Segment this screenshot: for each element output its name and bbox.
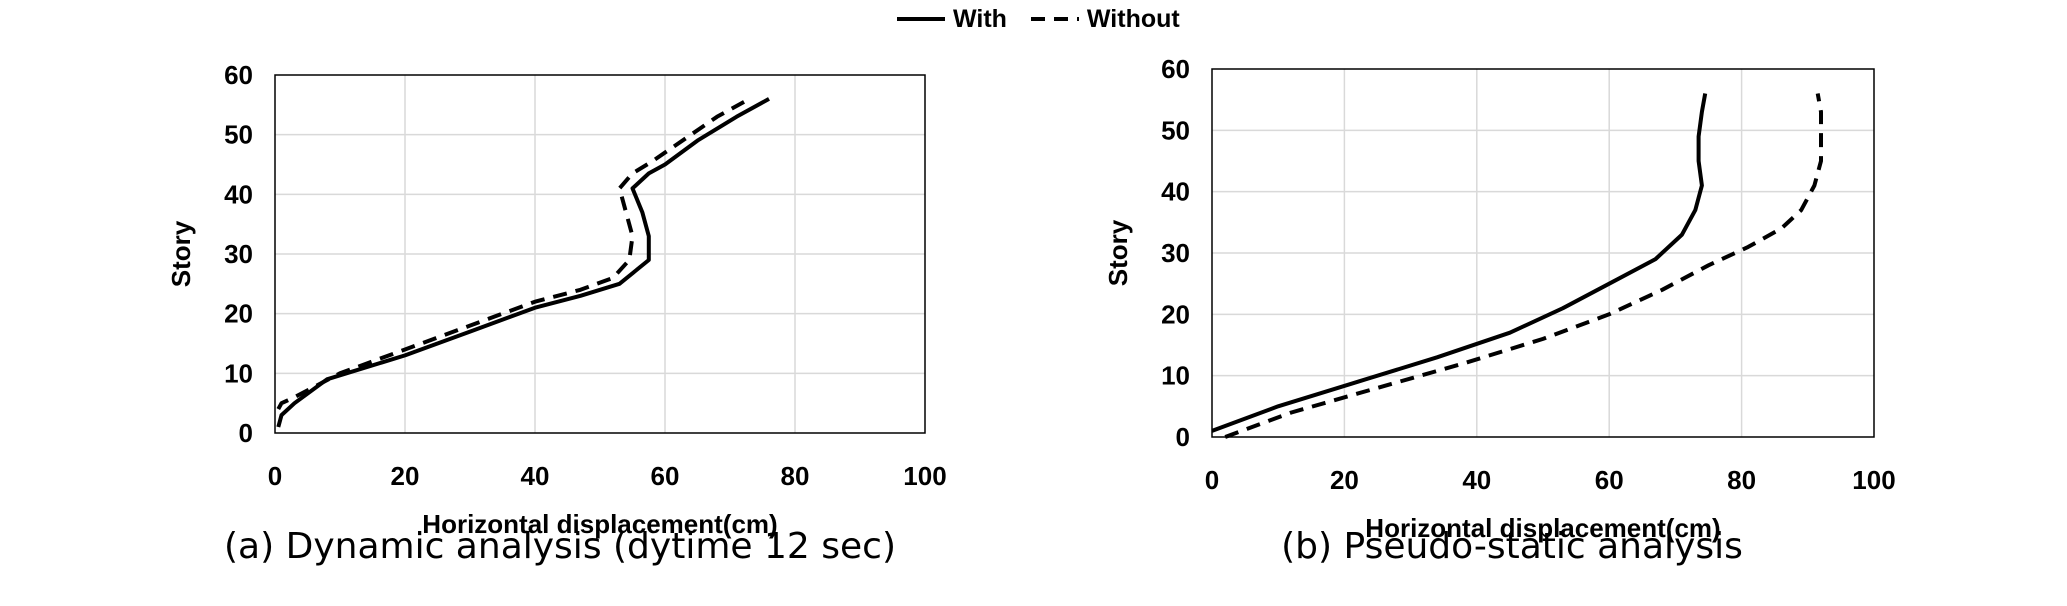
legend-item-without: Without (1029, 5, 1180, 34)
y-tick-label: 30 (224, 239, 253, 269)
plot-area (274, 74, 926, 434)
x-tick-label: 40 (521, 461, 550, 491)
y-tick-label: 60 (1161, 54, 1190, 84)
y-tick-label: 0 (239, 418, 253, 448)
x-tick-label: 100 (903, 461, 946, 491)
legend-line-dashed (1030, 17, 1079, 21)
plot-area (1211, 68, 1875, 438)
y-tick-label: 10 (224, 358, 253, 388)
legend-label-with: With (953, 4, 1007, 33)
y-tick-label: 50 (1161, 115, 1190, 145)
x-tick-label: 100 (1852, 465, 1895, 495)
series-line-without (1224, 93, 1823, 439)
y-tick-label: 60 (224, 60, 253, 90)
y-tick-label: 40 (224, 179, 253, 209)
series-line-with (1211, 93, 1708, 433)
y-tick-label: 30 (1161, 238, 1190, 268)
x-tick-label: 60 (651, 461, 680, 491)
x-tick-label: 80 (781, 461, 810, 491)
series-line-with (276, 97, 770, 428)
chart-b: 0 20 40 60 80 100 0 10 20 30 40 50 60 Horizontal disp… (1103, 54, 1896, 543)
legend-item-with: With (895, 5, 1007, 34)
x-axis-label: Horizontal displacement(cm) (422, 509, 777, 539)
x-tick-label: 0 (268, 461, 282, 491)
y-tick-label: 10 (1161, 361, 1190, 391)
legend: With Without (895, 2, 1202, 36)
x-tick-label: 20 (391, 461, 420, 491)
x-tick-label: 60 (1595, 465, 1624, 495)
x-axis-label: Horizontal displacement(cm) (1365, 513, 1720, 543)
caption-a: (a) Dynamic analysis (dytime 12 sec) (224, 526, 896, 567)
x-tick-label: 20 (1330, 465, 1359, 495)
x-tick-label: 0 (1205, 465, 1219, 495)
y-tick-label: 0 (1176, 422, 1190, 452)
x-tick-label: 40 (1462, 465, 1491, 495)
y-axis-label: Story (166, 220, 196, 287)
caption-b: (b) Pseudo-static analysis (1281, 526, 1743, 567)
y-tick-label: 50 (224, 120, 253, 150)
y-axis-label: Story (1103, 219, 1133, 286)
legend-line-solid (897, 17, 945, 21)
y-tick-label: 20 (1161, 299, 1190, 329)
chart-a: 0 20 40 60 80 100 0 10 20 30 40 50 60 Horizontal disp… (166, 60, 947, 539)
x-tick-label: 80 (1727, 465, 1756, 495)
y-tick-label: 40 (1161, 177, 1190, 207)
series-line-without (276, 97, 751, 411)
y-tick-label: 20 (224, 299, 253, 329)
legend-label-without: Without (1086, 4, 1180, 33)
